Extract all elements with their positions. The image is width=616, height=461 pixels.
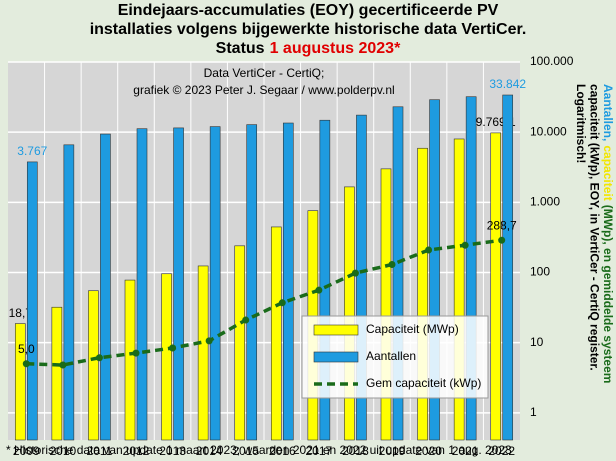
title-highlight: 1 augustus 2023* [270, 40, 402, 57]
y-axis-label-part: Logaritmisch! [574, 84, 588, 163]
x-tick-label: 2020 [415, 444, 442, 458]
legend-label: Capaciteit (MWp) [366, 322, 459, 336]
data-label: 33.842 [489, 77, 526, 91]
x-tick-label: 2014 [196, 444, 223, 458]
x-tick-label: 2017 [306, 444, 333, 458]
title-line: Status [216, 40, 265, 57]
y-axis-label-part: capaciteit (kWp), EOY, in VertiCer - Cer… [587, 84, 601, 371]
x-tick-label: 2018 [342, 444, 369, 458]
y-axis-label: Logaritmisch! [574, 84, 588, 163]
line-marker [278, 299, 286, 307]
line-marker [169, 344, 177, 352]
bar [173, 127, 184, 441]
y-tick-label: 1 [530, 405, 537, 419]
x-tick-label: 2021 [452, 444, 479, 458]
legend-label: Aantallen [366, 349, 416, 363]
bar [234, 245, 246, 441]
y-axis-label-part: (MWp), en gemiddelde systeem [601, 205, 615, 384]
x-tick-label: 2013 [159, 444, 186, 458]
bar [88, 290, 99, 441]
legend-swatch [313, 324, 359, 336]
bar [453, 138, 465, 441]
bar [465, 96, 477, 441]
title-line: installaties volgens bijgewerkte histori… [90, 21, 527, 38]
y-tick-label: 100 [530, 265, 550, 279]
line-marker [205, 337, 213, 345]
y-tick-label: 100.000 [530, 54, 574, 68]
bar [282, 122, 294, 441]
bar [392, 106, 404, 441]
bar [209, 126, 221, 441]
bar [490, 132, 502, 441]
title-line: Eindejaars-accumulaties (EOY) gecertific… [118, 2, 499, 19]
bar [100, 133, 111, 441]
x-tick-label: 2010 [50, 444, 77, 458]
bar [380, 168, 392, 441]
bar [319, 119, 331, 441]
bar [356, 114, 367, 441]
chart-title: Eindejaars-accumulaties (EOY) gecertific… [118, 2, 499, 19]
line [26, 238, 502, 367]
line-marker [132, 349, 140, 357]
x-tick-label: 2009 [13, 444, 40, 458]
annotation: grafiek © 2023 Peter J. Segaar / www.pol… [133, 83, 394, 97]
x-tick-label: 2012 [123, 444, 150, 458]
bar [136, 128, 148, 441]
y-tick-label: 1.000 [530, 195, 560, 209]
y-axis-label: capaciteit (kWp), EOY, in VertiCer - Cer… [587, 84, 601, 371]
bar [26, 161, 38, 441]
x-tick-label: 2011 [87, 444, 113, 458]
chart-title: installaties volgens bijgewerkte histori… [90, 21, 527, 38]
y-tick-label: 10 [530, 335, 544, 349]
y-axis-label-part: Aantallen, [601, 84, 615, 141]
line-marker [22, 360, 30, 368]
x-tick-label: 2016 [269, 444, 296, 458]
x-tick-label: 2019 [379, 444, 406, 458]
data-label: 3.767 [17, 144, 47, 158]
data-label: 288,7 [487, 218, 517, 232]
legend-swatch [313, 351, 359, 363]
data-label: 5,0 [18, 342, 35, 356]
bar [14, 323, 26, 441]
line-marker [59, 361, 67, 369]
line-marker [425, 246, 433, 254]
line-marker [498, 236, 506, 244]
bar [51, 306, 63, 441]
line-marker [461, 241, 469, 249]
footnote: * Historische data van update 1 maart 20… [6, 443, 512, 457]
bar [417, 147, 428, 441]
bar [429, 99, 440, 441]
bar [270, 226, 282, 441]
line-marker [95, 354, 103, 362]
bar [161, 273, 172, 441]
line-marker [351, 269, 359, 277]
legend-label: Gem capaciteit (kWp) [366, 376, 481, 390]
line-marker [242, 316, 250, 324]
bar [197, 265, 209, 441]
y-axis-label: Aantallen, capaciteit (MWp), en gemiddelde… [601, 84, 615, 383]
y-tick-label: 10.000 [530, 124, 567, 138]
bar [246, 124, 258, 441]
bar [344, 186, 355, 441]
y-axis-label-part: capaciteit [601, 145, 615, 200]
bar [63, 144, 75, 441]
line-marker [315, 286, 323, 294]
data-label: 18,7 [9, 306, 33, 320]
line-marker [388, 261, 396, 269]
chart-title: Status 1 augustus 2023* [216, 40, 401, 57]
content: 100.000 10.000 1.000 100 10 1 2009 2010 2011 2012… [8, 54, 574, 458]
x-tick-label: 2015 [232, 444, 259, 458]
x-tick-label: 2022 [488, 444, 515, 458]
bar [124, 279, 136, 441]
bar [502, 94, 514, 441]
annotation: Data VertiCer - CertiQ; [204, 66, 325, 80]
